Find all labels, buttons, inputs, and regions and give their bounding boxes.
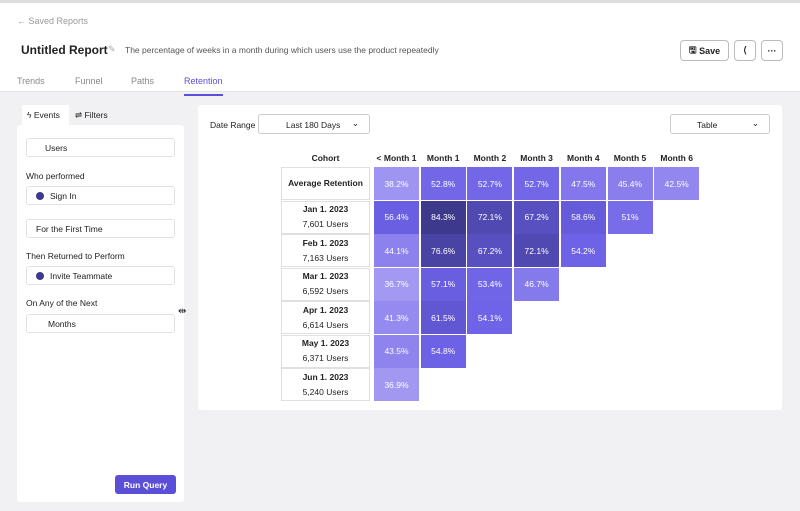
edit-icon[interactable]: ✎: [108, 44, 116, 54]
retention-cell: 52.7%: [467, 167, 513, 200]
more-button[interactable]: ···: [761, 40, 783, 61]
cohort-name: Jun 1. 2023: [302, 371, 349, 382]
run-button[interactable]: Run Query: [115, 475, 176, 494]
cohort-name: Average Retention: [288, 178, 363, 188]
retention-cell: 84.3%: [420, 200, 466, 234]
return-event-field[interactable]: Invite Teammate: [26, 266, 175, 285]
retention-cell: 72.1%: [467, 200, 513, 234]
retention-cell: 51%: [607, 200, 653, 234]
label: On Any of the Next: [26, 298, 98, 308]
sidebar: Users Who performed Sign In For the Firs…: [17, 125, 184, 502]
label: Who performed: [26, 171, 85, 181]
retention-cell: 52.7%: [514, 167, 560, 200]
tab-active[interactable]: Retention: [184, 76, 223, 96]
retention-cell: 47.5%: [560, 167, 606, 200]
cohort-name: May 1. 2023: [301, 338, 350, 348]
cohort-name: Apr 1. 2023: [302, 304, 349, 315]
first-time-field[interactable]: For the First Time: [26, 219, 175, 238]
retention-cell: 43.5%: [374, 334, 419, 368]
cohort-name: Feb 1. 2023: [302, 237, 349, 248]
retention-cell: 38.2%: [374, 167, 419, 200]
event-text: Sign In: [50, 190, 77, 201]
retention-cell: 36.9%: [374, 368, 419, 401]
retention-cell: 44.1%: [374, 234, 419, 267]
who-field[interactable]: Users: [26, 138, 175, 157]
retention-cell: 67.2%: [514, 200, 560, 234]
date-range-label: Date Range: [210, 120, 256, 130]
save-button[interactable]: 🖫 Save: [680, 40, 729, 61]
column-header: Cohort: [311, 153, 340, 163]
cohort-cell: Feb 1. 2023 7,163 Users: [281, 234, 370, 267]
cohort-users: 7,601 Users: [302, 219, 349, 229]
events-text: Events: [33, 110, 60, 120]
header: ← Saved Reports Untitled Report ✎ The pe…: [0, 0, 800, 96]
column-header: Month 2: [473, 153, 507, 163]
cohort-cell: Jun 1. 2023 5,240 Users: [281, 368, 370, 401]
retention-cell: 54.2%: [560, 234, 606, 267]
column-header: Month 5: [613, 153, 647, 163]
cohort-name: Jan 1. 2023: [302, 204, 349, 214]
report-title[interactable]: Untitled Report: [21, 43, 108, 57]
retention-cell: 53.4%: [467, 267, 513, 301]
cohort-cell: May 1. 2023 6,371 Users: [281, 334, 370, 368]
filters-text: Filters: [84, 110, 108, 120]
retention-cell: 42.5%: [654, 167, 700, 200]
cohort-users: 6,371 Users: [302, 353, 349, 363]
share-button[interactable]: ⟨: [734, 40, 756, 61]
retention-cell: 45.4%: [607, 167, 653, 200]
retention-cell: 57.1%: [420, 267, 466, 301]
retention-cell: 56.4%: [374, 200, 419, 234]
date-range-select[interactable]: Last 180 Days ⌄: [258, 114, 370, 134]
date-range-text: Last 180 Days: [286, 120, 341, 130]
cohort-users: 7,163 Users: [302, 252, 349, 263]
description: The percentage of weeks in a month durin…: [125, 45, 439, 55]
tab[interactable]: Funnel: [75, 76, 103, 86]
cohort-cell: Average Retention: [281, 167, 370, 200]
column-header: < Month 1: [376, 153, 417, 163]
column-header: Month 1: [426, 153, 460, 163]
retention-cell: 61.5%: [420, 301, 466, 334]
retention-cell: 58.6%: [560, 200, 606, 234]
cohort-cell: Mar 1. 2023 6,592 Users: [281, 267, 370, 301]
cohort-users: 6,592 Users: [302, 286, 349, 296]
period-field[interactable]: Months: [26, 314, 175, 333]
column-header: Month 3: [520, 153, 553, 163]
label: Then Returned to Perform: [26, 251, 125, 261]
retention-cell: 52.8%: [420, 167, 466, 200]
event-field[interactable]: Sign In: [26, 186, 175, 205]
column-header: Month 4: [567, 153, 600, 163]
retention-cell: 54.8%: [420, 334, 466, 368]
retention-cell: 67.2%: [467, 234, 513, 267]
retention-cell: 41.3%: [374, 301, 419, 334]
save-text: Save: [699, 45, 721, 56]
cohort-users: 5,240 Users: [302, 386, 349, 397]
column-header: Month 6: [660, 153, 693, 163]
events-tab[interactable]: ϟ Events: [22, 105, 69, 125]
back-text: Saved Reports: [28, 16, 89, 26]
retention-cell: 54.1%: [467, 301, 513, 334]
cohort-name: Mar 1. 2023: [302, 271, 349, 281]
report-card: Date Range Last 180 Days ⌄ Table ⌄ Cohort <…: [198, 105, 782, 410]
back-link[interactable]: ← Saved Reports: [17, 16, 89, 26]
cohort-users: 6,614 Users: [302, 319, 349, 330]
retention-cell: 46.7%: [514, 267, 560, 301]
view-text: Table: [697, 120, 718, 130]
return-event-text: Invite Teammate: [50, 270, 113, 281]
view-select[interactable]: Table ⌄: [670, 114, 770, 134]
retention-cell: 72.1%: [514, 234, 560, 267]
filters-tab[interactable]: ⇌ Filters: [75, 110, 108, 120]
retention-cell: 76.6%: [420, 234, 466, 267]
retention-cell: 36.7%: [374, 267, 419, 301]
tab[interactable]: Trends: [17, 76, 45, 86]
cohort-cell: Apr 1. 2023 6,614 Users: [281, 301, 370, 334]
tab[interactable]: Paths: [131, 76, 155, 86]
cohort-cell: Jan 1. 2023 7,601 Users: [281, 200, 370, 234]
resize-handle[interactable]: ⇹: [178, 306, 187, 317]
